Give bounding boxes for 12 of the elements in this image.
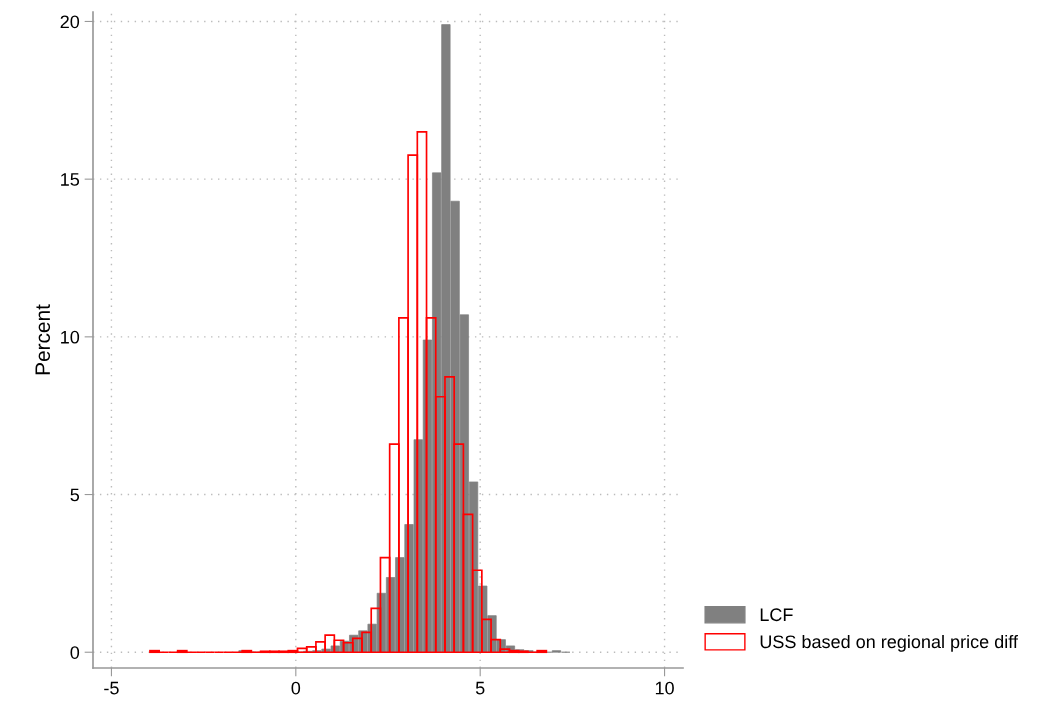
legend-label: LCF: [760, 608, 793, 622]
x-tick-label: 0: [291, 681, 301, 695]
y-tick-label: 0: [70, 646, 80, 659]
y-tick-label: 15: [61, 173, 80, 186]
x-tick-label: -5: [104, 681, 119, 695]
y-tick-label: 5: [70, 488, 80, 502]
legend-label: USS based on regional price diff: [760, 634, 1018, 652]
x-tick-label: 5: [475, 681, 485, 695]
y-tick-label: 20: [60, 15, 80, 29]
x-tick-label: 10: [655, 681, 674, 695]
y-tick-label: 10: [61, 330, 80, 344]
y-axis-title: Percent: [35, 304, 51, 375]
